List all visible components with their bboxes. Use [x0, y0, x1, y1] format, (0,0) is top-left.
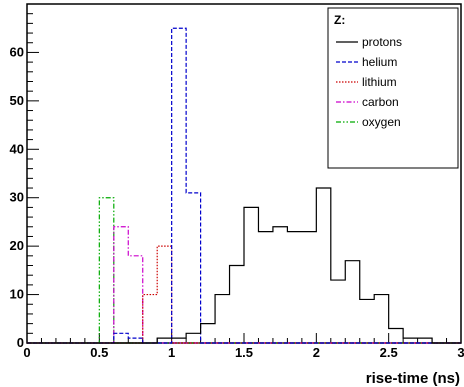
legend-box — [327, 7, 459, 169]
x-tick-label: 3 — [457, 345, 464, 360]
y-tick-label: 10 — [10, 287, 24, 302]
x-tick-labels: 0 0.5 1 1.5 2 2.5 3 — [23, 345, 464, 360]
y-tick-label: 60 — [10, 44, 24, 59]
series-protons — [27, 187, 461, 344]
y-tick-label: 0 — [17, 335, 24, 350]
y-tick-label: 20 — [10, 238, 24, 253]
x-tick-label: 1 — [168, 345, 175, 360]
y-tick-label: 50 — [10, 93, 24, 108]
y-tick-label: 40 — [10, 141, 24, 156]
series-carbon — [27, 226, 461, 344]
series-layer — [27, 27, 461, 344]
legend-label-lithium: lithium — [362, 75, 397, 89]
x-tick-label: 1.5 — [235, 345, 253, 360]
x-tick-label: 0.5 — [90, 345, 108, 360]
legend-label-carbon: carbon — [362, 95, 399, 109]
legend-label-helium: helium — [362, 55, 397, 69]
x-tick-label: 0 — [23, 345, 30, 360]
y-tick-label: 30 — [10, 190, 24, 205]
legend: Z: protons helium lithium carbon oxygen — [327, 7, 459, 169]
x-tick-label: 2 — [313, 345, 320, 360]
legend-title: Z: — [334, 13, 345, 27]
legend-label-protons: protons — [362, 35, 402, 49]
legend-label-oxygen: oxygen — [362, 115, 401, 129]
legend-entries: protons helium lithium carbon oxygen — [336, 35, 402, 129]
x-tick-label: 2.5 — [380, 345, 398, 360]
x-axis-title: rise-time (ns) — [366, 370, 460, 387]
y-tick-labels: 0 10 20 30 40 50 60 — [10, 44, 24, 350]
